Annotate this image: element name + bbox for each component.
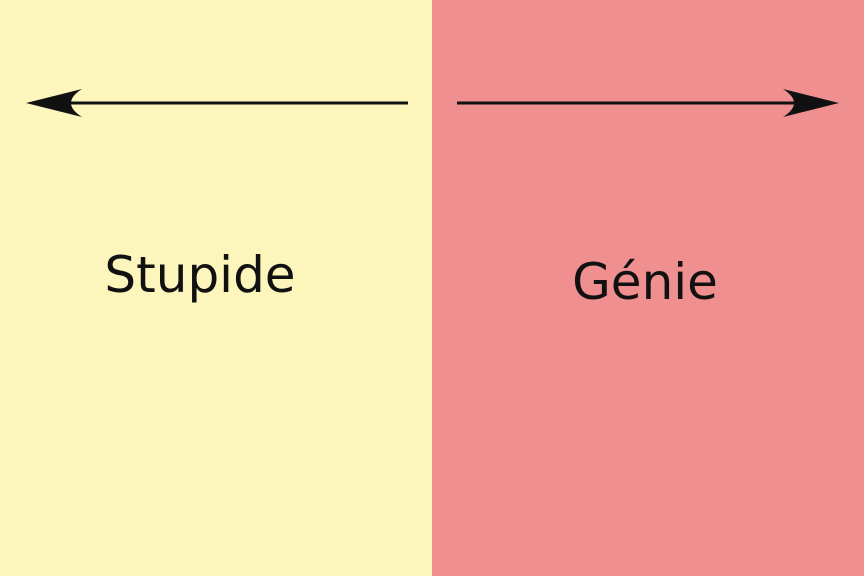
stupide-label: Stupide (104, 246, 296, 304)
arrow-right-icon (457, 89, 839, 117)
arrow-left-icon (26, 89, 408, 117)
genie-label: Génie (572, 253, 718, 311)
